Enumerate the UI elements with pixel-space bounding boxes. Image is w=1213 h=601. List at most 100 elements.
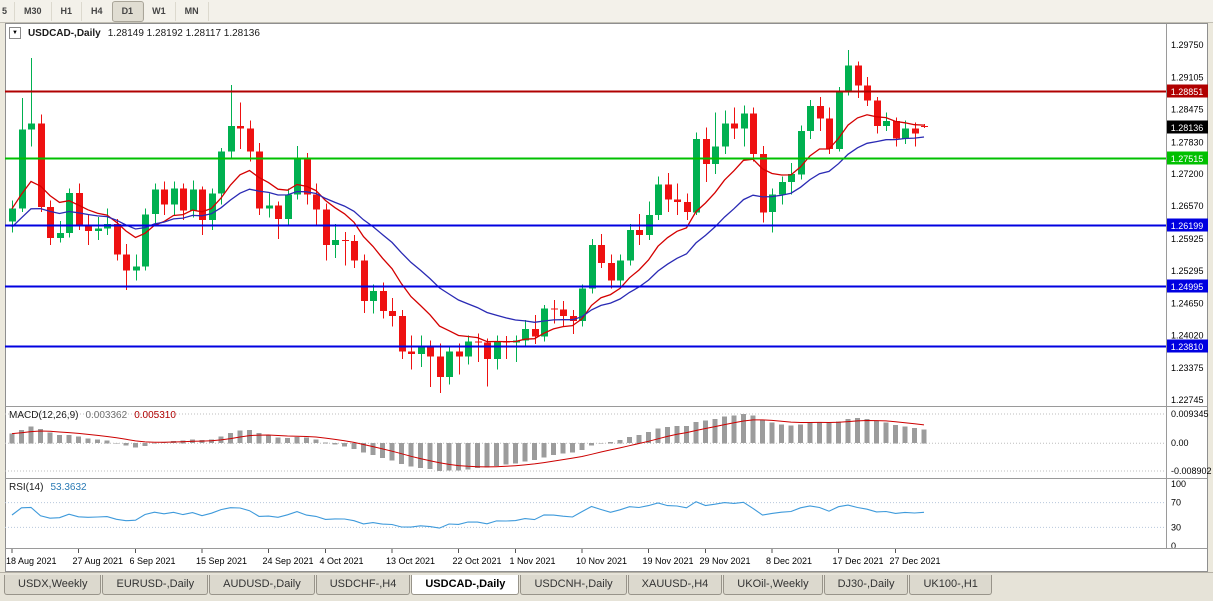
macd-bar [912, 428, 917, 444]
macd-bar [76, 436, 81, 444]
macd-bar [484, 443, 490, 468]
date-axis-label: 1 Nov 2021 [510, 556, 556, 566]
timeframe-mn-button[interactable]: MN [176, 1, 209, 21]
macd-bar [446, 443, 452, 471]
macd-bar [95, 439, 100, 444]
collapse-chart-icon[interactable]: ▼ [9, 27, 21, 39]
candle-body [57, 233, 64, 239]
candle-body [855, 65, 862, 86]
tab-uk100-h1[interactable]: UK100-,H1 [909, 575, 992, 595]
macd-bar [798, 424, 803, 444]
macd-bar [665, 427, 670, 444]
macd-bar [342, 443, 347, 447]
hline-price-tag-label: 1.23810 [1171, 342, 1204, 352]
macd-bar [731, 415, 737, 444]
timeframe-h1-button[interactable]: H1 [52, 1, 83, 21]
ma-20-line [11, 136, 925, 323]
macd-bar [902, 426, 908, 444]
tab-usdcad-daily[interactable]: USDCAD-,Daily [411, 575, 520, 595]
candle-body [133, 266, 140, 271]
macd-bar [370, 443, 376, 456]
candle-body [465, 341, 472, 357]
chart-area[interactable] [5, 23, 1208, 572]
timeframe-w1-button[interactable]: W1 [143, 1, 176, 21]
macd-bar [598, 442, 604, 444]
price-axis-label: 1.29750 [1171, 40, 1204, 50]
timeframe-m30-button[interactable]: M30 [15, 1, 52, 21]
hline-price-tag [1167, 218, 1208, 232]
candle-body [171, 188, 178, 205]
tab-usdcnh-daily[interactable]: USDCNH-,Daily [520, 575, 627, 595]
price-axis-label: 1.25295 [1171, 266, 1204, 276]
macd-bar [722, 416, 727, 444]
candle-body [902, 128, 909, 139]
date-axis-label: 24 Sep 2021 [263, 556, 314, 566]
candle-body [864, 85, 871, 101]
macd-bar [380, 443, 385, 458]
macd-bar [361, 443, 366, 453]
macd-bar [617, 439, 623, 444]
candle-body [123, 254, 130, 271]
macd-bar [693, 422, 699, 444]
tab-eurusd-daily[interactable]: EURUSD-,Daily [102, 575, 209, 595]
macd-bar [9, 433, 15, 444]
date-axis-label: 13 Oct 2021 [386, 556, 435, 566]
candle-body [323, 209, 330, 246]
timeframe-m5-button[interactable]: 5 [0, 1, 16, 21]
macd-bar [579, 443, 585, 450]
candles-layer [9, 50, 928, 394]
candle-body [66, 193, 73, 233]
macd-bar [389, 443, 395, 461]
candle-body [712, 146, 719, 165]
candle-body [807, 105, 814, 132]
tab-audusd-daily[interactable]: AUDUSD-,Daily [209, 575, 315, 595]
macd-bar [38, 428, 43, 444]
candle-body [798, 131, 805, 175]
candle-body [304, 159, 311, 195]
candle-body [883, 121, 890, 127]
candle-body [351, 241, 358, 261]
macd-bar [66, 434, 72, 444]
main-pane-header: ▼ USDCAD-,Daily 1.28149 1.28192 1.28117 … [9, 27, 260, 39]
macd-bar [85, 438, 91, 444]
macd-bar [465, 443, 471, 470]
price-axis-label: 1.24020 [1171, 330, 1204, 340]
candle-body [218, 151, 225, 194]
macd-bar [152, 443, 157, 444]
macd-bar [285, 438, 290, 444]
rsi-axis-label: 0 [1171, 541, 1176, 551]
candle-body [541, 308, 548, 337]
candle-body [456, 351, 463, 357]
timeframe-h4-button[interactable]: H4 [82, 1, 113, 21]
price-axis-label: 1.22745 [1171, 395, 1204, 405]
macd-bar [855, 418, 860, 444]
candle-body [484, 342, 491, 360]
rsi-axis-label: 70 [1171, 498, 1181, 508]
macd-bar [893, 425, 898, 444]
macd-bar [703, 420, 708, 444]
timeframe-d1-button[interactable]: D1 [111, 0, 145, 22]
macd-title: MACD(12,26,9) [9, 410, 79, 421]
tab-usdchf-h4[interactable]: USDCHF-,H4 [315, 575, 411, 595]
candle-body [826, 118, 833, 149]
candle-body [95, 228, 102, 231]
macd-bar [845, 418, 851, 444]
candle-body [361, 260, 368, 301]
macd-bar [627, 436, 632, 444]
macd-bar [494, 443, 499, 467]
tab-ukoil-weekly[interactable]: UKOil-,Weekly [723, 575, 823, 595]
candle-body [665, 184, 672, 200]
candle-body [693, 138, 700, 213]
macd-bar [313, 439, 319, 444]
tab-usdx-weekly[interactable]: USDX,Weekly [4, 575, 102, 595]
date-axis-label: 27 Dec 2021 [890, 556, 941, 566]
macd-bar [304, 437, 309, 444]
candle-body [237, 126, 244, 129]
hline-price-tag [1167, 339, 1208, 353]
macd-bar [522, 443, 528, 462]
macd-axis-label: 0.00 [1171, 438, 1189, 448]
macd-main-value: 0.003362 [85, 410, 128, 421]
tab-xauusd-h4[interactable]: XAUUSD-,H4 [627, 575, 723, 595]
tab-dj30-daily[interactable]: DJ30-,Daily [823, 575, 909, 595]
